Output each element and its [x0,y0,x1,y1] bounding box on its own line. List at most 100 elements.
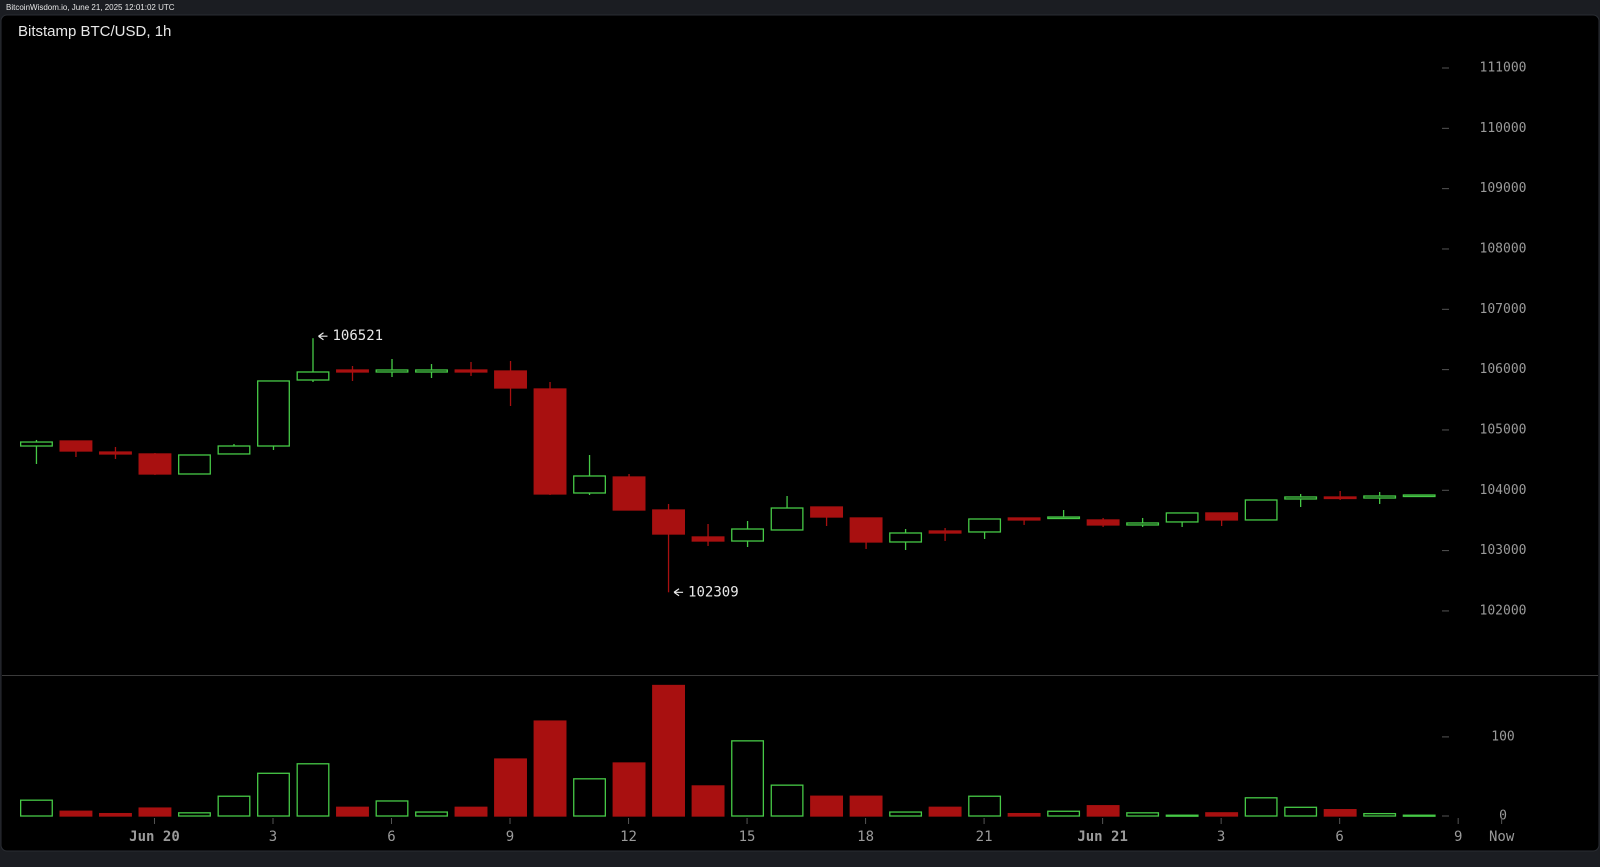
volume-bar [336,806,369,817]
volume-tick-label: 100 [1491,729,1514,744]
candle-body [1284,496,1318,500]
candle-body [336,369,369,373]
candle-body [1007,517,1041,521]
candle-body [770,507,804,531]
candle-body [652,509,686,535]
y-tick-label: 103000 [1480,543,1527,558]
volume-bar [612,762,646,817]
volume-bar [375,800,409,817]
volume-bar [19,799,53,817]
annotation-label: 102309 [688,584,739,600]
x-tick-label: 9 [1454,829,1462,845]
candle-body [1205,512,1239,521]
volume-bar [1323,809,1357,817]
candle-body [138,453,172,475]
candle-body [849,517,883,543]
candle-body [1165,512,1199,523]
volume-bar [770,784,804,817]
candle-body [415,369,448,373]
candle-body [612,476,646,511]
volume-bar [1363,812,1397,817]
candle-body [1047,516,1081,520]
candle-body [731,528,765,542]
y-tick-label: 102000 [1480,603,1527,618]
candle-body [533,388,567,495]
volume-bar [731,740,765,817]
volume-bar [1205,812,1239,817]
x-tick-label: 6 [1335,829,1343,845]
candle-body [573,475,606,494]
x-tick-label: 6 [387,829,395,845]
volume-bar [454,806,488,817]
volume-bar [59,810,93,817]
x-tick-label: 12 [620,829,637,845]
volume-bar [415,811,448,817]
volume-bar [99,812,132,817]
y-tick-label: 109000 [1480,181,1527,196]
candle-body [1126,522,1160,526]
candle-body [889,532,923,543]
y-tick-label: 110000 [1480,121,1527,136]
candle-body [1086,519,1120,526]
volume-bar [1165,814,1199,817]
volume-bar [810,795,844,817]
volume-bar [1126,812,1160,817]
candle-body [19,441,53,447]
candle-body [375,369,409,373]
volume-bar [178,812,211,817]
volume-bar [968,795,1002,817]
annotation-label: 106521 [332,328,383,344]
volume-bar [928,806,962,817]
candle-body [1323,496,1357,500]
volume-bar [1284,806,1318,817]
x-tick-label: Now [1489,829,1515,845]
volume-bar [1402,814,1436,817]
volume-bar [296,763,330,817]
candle-body [968,518,1002,533]
candle-body [928,530,962,534]
volume-bar [138,807,172,817]
candle-body [59,440,93,452]
chart-title: Bitstamp BTC/USD, 1h [18,23,171,40]
volume-bar [573,778,606,817]
x-tick-label: Jun 21 [1077,829,1128,845]
x-tick-label: 15 [739,829,756,845]
source-text: BitcoinWisdom.io, June 21, 2025 12:01:02… [6,3,175,12]
y-tick-label: 105000 [1480,422,1527,437]
x-tick-label: 21 [976,829,993,845]
y-tick-label: 108000 [1480,241,1527,256]
candle-body [99,451,132,455]
volume-bar [1086,805,1120,817]
annotation-arrow [318,332,328,341]
volume-bar [217,795,251,817]
candle-body [1402,494,1436,498]
candle-body [217,445,251,455]
annotation-arrow [673,588,684,597]
x-tick-label: 3 [269,829,277,845]
volume-bar [1007,812,1041,817]
y-tick-label: 111000 [1480,61,1527,76]
volume-bar [533,720,567,817]
volume-bar [257,772,290,817]
volume-bar [889,811,923,817]
y-tick-label: 107000 [1480,302,1527,317]
candle-body [296,371,330,381]
candle-body [494,370,527,389]
x-tick-label: 9 [506,829,514,845]
top-bar [0,0,1600,15]
x-tick-label: Jun 20 [129,829,180,845]
y-tick-label: 104000 [1480,483,1527,498]
volume-bar [494,758,527,817]
volume-bar [1244,797,1278,817]
volume-bar [849,795,883,817]
x-tick-label: 3 [1217,829,1225,845]
volume-bar [691,785,725,817]
volume-bar [652,684,686,817]
candle-body [1363,495,1397,499]
candle-body [178,454,211,475]
chart-panel [0,14,1600,852]
volume-tick-label: 0 [1499,809,1507,824]
candle-body [1244,499,1278,521]
